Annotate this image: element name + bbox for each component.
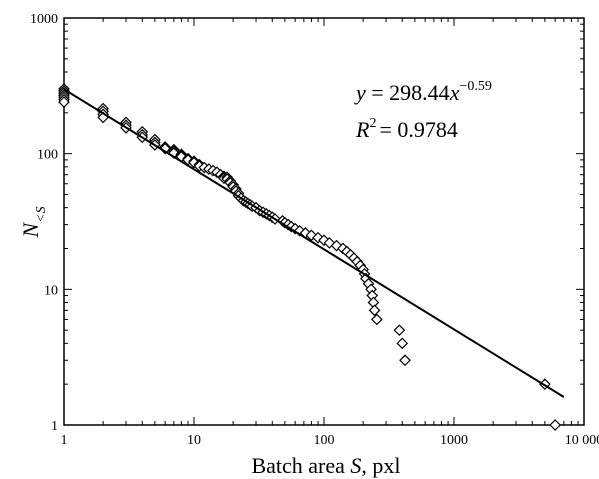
fit-line (63, 88, 565, 398)
y-tick-label: 1000 (30, 12, 58, 27)
x-axis: 1 10 100 1000 10 000 (61, 18, 599, 448)
y-tick-label: 1 (51, 419, 58, 434)
x-tick-label: 100 (314, 433, 335, 448)
y-tick-label: 100 (37, 148, 58, 163)
data-point (393, 324, 406, 337)
x-tick-label: 1000 (440, 433, 468, 448)
data-point (368, 304, 381, 317)
y-tick-label: 10 (44, 283, 58, 298)
data-point (58, 96, 70, 108)
y-axis: 1 10 100 1000 (30, 12, 584, 434)
y-axis-title: N<S (18, 206, 49, 238)
fit-equation: y = 298.44x−0.59 (354, 79, 492, 105)
r-squared: R2 = 0.9784 (355, 116, 458, 142)
data-point (371, 313, 383, 326)
data-point (399, 354, 411, 367)
data-point (549, 419, 562, 431)
x-tick-label: 10 (187, 433, 201, 448)
x-tick-label: 1 (61, 433, 68, 448)
x-axis-title: Batch area S, pxl (251, 453, 400, 478)
data-points (58, 83, 562, 431)
x-tick-label: 10 000 (565, 433, 599, 448)
plot-frame (63, 17, 585, 426)
data-point (396, 337, 409, 350)
